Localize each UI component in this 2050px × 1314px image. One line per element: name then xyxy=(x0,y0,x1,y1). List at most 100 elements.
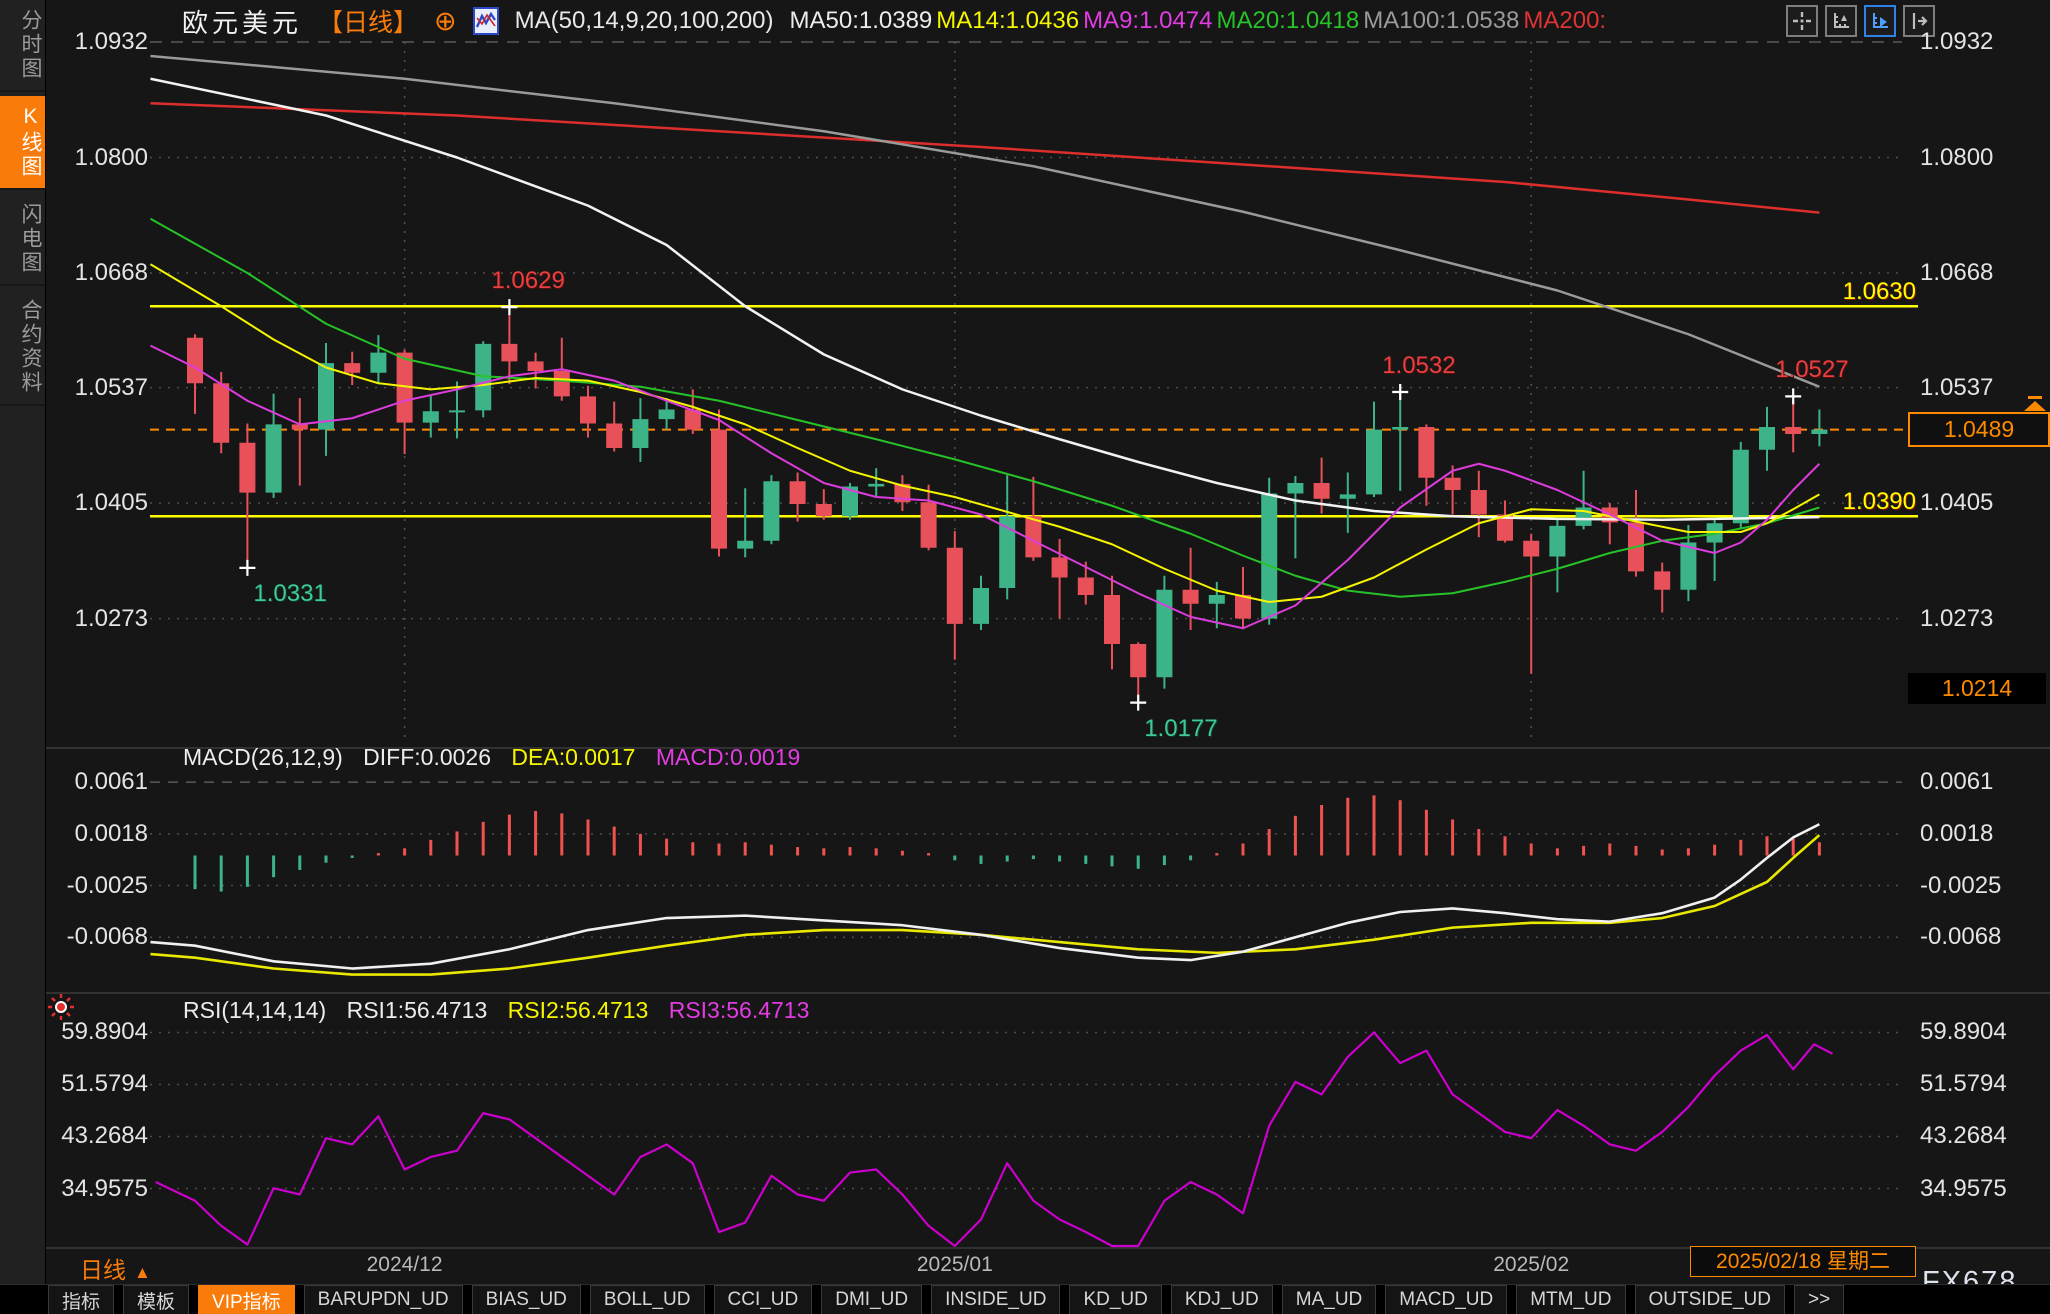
sidebar: 分时图 K线图 闪电图 合约资料 xyxy=(0,0,46,1284)
pan-right-icon[interactable] xyxy=(1903,5,1935,37)
sidebar-item-4[interactable]: 合约资料 xyxy=(0,290,45,406)
tab-macd_ud[interactable]: MACD_UD xyxy=(1385,1285,1508,1314)
resistance-level-label: 1.0630 xyxy=(1842,278,1916,306)
axis-label: -0.0025 xyxy=(66,871,148,899)
axis-label: 0.0061 xyxy=(74,768,148,796)
candle-body xyxy=(763,481,780,541)
candle-body xyxy=(1235,595,1251,619)
candle-body xyxy=(580,396,596,424)
alert-icon[interactable] xyxy=(46,992,76,1027)
tab-kdj_ud[interactable]: KDJ_UD xyxy=(1170,1285,1273,1314)
axis-label: 43.2684 xyxy=(1920,1122,2007,1150)
candle-body xyxy=(946,547,963,624)
sidebar-item-1[interactable]: 分时图 xyxy=(0,0,45,92)
price-annotation: 1.0532 xyxy=(1382,352,1456,379)
ma-line-ma9 xyxy=(150,344,1821,630)
candle-body xyxy=(658,409,675,420)
tab-ma_ud[interactable]: MA_UD xyxy=(1281,1285,1377,1314)
price-annotation: 1.0527 xyxy=(1775,356,1849,384)
crosshair-icon[interactable] xyxy=(1786,5,1818,37)
axis-label: 43.2684 xyxy=(61,1122,148,1150)
tab-cci_ud[interactable]: CCI_UD xyxy=(713,1285,813,1314)
tab-bias_ud[interactable]: BIAS_UD xyxy=(471,1285,581,1314)
axis-label: 0.0018 xyxy=(1920,819,1994,847)
candle-body xyxy=(449,410,465,413)
tab->>[interactable]: >> xyxy=(1793,1285,1845,1314)
axis-label: 1.0273 xyxy=(1920,604,1994,632)
candle-body xyxy=(920,502,937,548)
ma-line-ma14 xyxy=(149,263,1820,603)
candle-body xyxy=(501,343,518,362)
candle-body xyxy=(1549,525,1566,557)
chart-toolbar xyxy=(1786,5,1935,37)
macd-diff-value: DIFF:0.0026 xyxy=(363,744,492,770)
candle-body xyxy=(187,337,203,384)
current-price-box: 1.0489 xyxy=(1908,412,2050,447)
candle-body xyxy=(1523,540,1540,557)
tab-指标[interactable]: 指标 xyxy=(48,1285,115,1314)
candle-body xyxy=(213,383,230,443)
tab-boll_ud[interactable]: BOLL_UD xyxy=(589,1285,705,1314)
axis-scale-icon[interactable] xyxy=(1825,5,1857,37)
tab-mtm_ud[interactable]: MTM_UD xyxy=(1516,1285,1626,1314)
candle-body xyxy=(1261,493,1278,619)
candle-body xyxy=(842,486,858,517)
date-label: 2025/01 xyxy=(916,1253,993,1276)
candle-body xyxy=(1470,490,1487,515)
macd-macd-value: MACD:0.0019 xyxy=(655,744,801,770)
candle-body xyxy=(606,423,623,448)
axis-label: 1.0405 xyxy=(1920,489,1994,517)
period-label: 日线 xyxy=(80,1257,126,1283)
mini-chart-icon[interactable] xyxy=(472,6,499,36)
candle-body xyxy=(868,483,885,487)
axis-label: 51.5794 xyxy=(1920,1070,2007,1098)
candle-body xyxy=(789,481,806,504)
indicator-tabbar: 指标 模板 VIP指标 BARUPDN_UD BIAS_UD BOLL_UD CCI_UD D… xyxy=(0,1284,2050,1314)
tab-dmi_ud[interactable]: DMI_UD xyxy=(821,1285,923,1314)
tab-模板[interactable]: 模板 xyxy=(123,1285,190,1314)
ma-line-ma200 xyxy=(150,102,1820,214)
axis-label: -0.0068 xyxy=(1920,923,2002,951)
candle-body xyxy=(1208,595,1225,604)
candle-body xyxy=(1732,449,1749,524)
candle-body xyxy=(265,424,282,493)
ma-value-label: MA100:1.0538 xyxy=(1363,7,1520,34)
price-annotation: 1.0629 xyxy=(491,267,565,295)
candle-body xyxy=(1130,644,1147,678)
axis-label: -0.0025 xyxy=(1920,871,2002,899)
annotation-cross xyxy=(1785,388,1802,405)
auto-scroll-icon[interactable] xyxy=(1864,5,1896,37)
candle-body xyxy=(1392,427,1409,430)
annotation-cross xyxy=(1392,384,1409,400)
tab-outside_ud[interactable]: OUTSIDE_UD xyxy=(1634,1285,1785,1314)
period-selector[interactable]: 日线 ▲ xyxy=(80,1251,151,1285)
tab-vip指标[interactable]: VIP指标 xyxy=(198,1285,295,1314)
candle-body xyxy=(396,352,413,423)
candle-body xyxy=(1051,557,1068,578)
tab-inside_ud[interactable]: INSIDE_UD xyxy=(931,1285,1061,1314)
sidebar-item-3[interactable]: 闪电图 xyxy=(0,194,45,286)
axis-label: 1.0537 xyxy=(74,373,148,401)
add-indicator-icon[interactable]: ⊕ xyxy=(434,5,457,36)
current-price-marker xyxy=(2024,401,2046,411)
ma-line-ma100 xyxy=(150,54,1820,388)
axis-label: 1.0932 xyxy=(74,28,148,55)
macd-dea-line xyxy=(150,834,1821,976)
tab-barupdn_ud[interactable]: BARUPDN_UD xyxy=(303,1285,463,1314)
sidebar-item-2[interactable]: K线图 xyxy=(0,96,45,190)
macd-diff-line xyxy=(150,823,1820,970)
axis-label: 34.9575 xyxy=(61,1174,148,1202)
tab-kd_ud[interactable]: KD_UD xyxy=(1069,1285,1162,1314)
current-price-marker xyxy=(2028,396,2042,399)
ma-settings-label[interactable]: MA(50,14,9,20,100,200) xyxy=(514,7,774,34)
timeframe-label[interactable]: 【日线】 xyxy=(318,9,419,37)
chart-header: 欧元美元 【日线】 ⊕ MA(50,14,9,20,100,200) MA50:… xyxy=(182,4,1610,38)
macd-title[interactable]: MACD(26,12,9) xyxy=(183,744,343,770)
rsi-title[interactable]: RSI(14,14,14) xyxy=(183,997,327,1023)
axis-label: -0.0068 xyxy=(66,923,148,951)
axis-label: 1.0800 xyxy=(74,143,148,171)
candle-body xyxy=(370,352,387,373)
ma-value-label: MA200: xyxy=(1523,7,1607,34)
candle-body xyxy=(1156,589,1173,678)
